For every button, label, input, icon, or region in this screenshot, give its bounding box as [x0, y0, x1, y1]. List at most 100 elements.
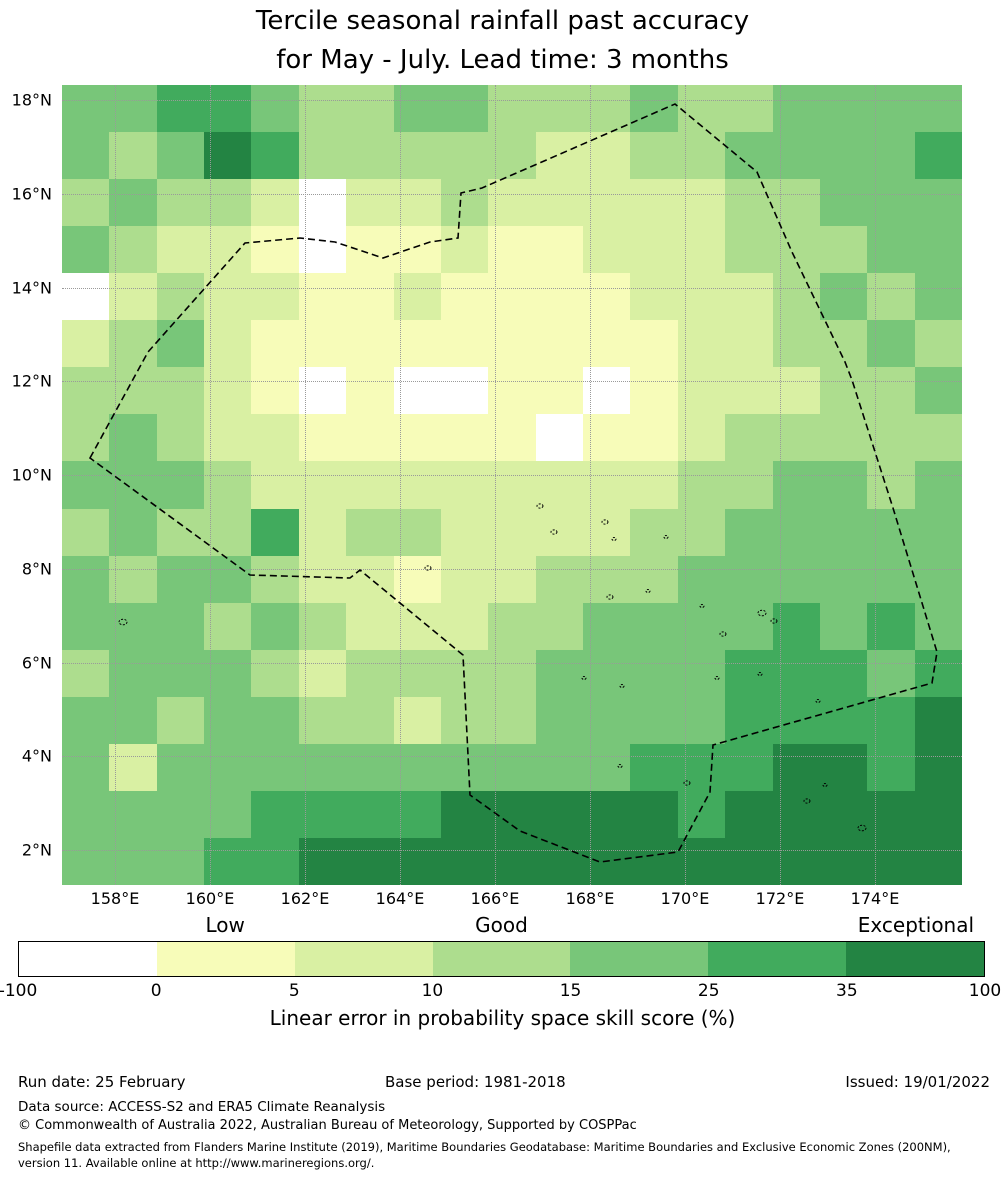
heatmap-cell — [440, 649, 489, 697]
heatmap-cell — [867, 414, 915, 462]
heatmap-cell — [583, 696, 631, 744]
heatmap-cell — [677, 226, 726, 274]
heatmap-cell — [819, 602, 868, 650]
heatmap-cell — [535, 461, 584, 509]
heatmap-cell — [819, 790, 868, 838]
heatmap-cell — [535, 226, 584, 274]
heatmap-cell — [772, 414, 820, 462]
heatmap-cell — [156, 555, 205, 603]
heatmap-cell — [393, 461, 441, 509]
heatmap-cell — [914, 85, 962, 133]
heatmap-cell — [298, 414, 347, 462]
heatmap-cell — [298, 226, 347, 274]
heatmap-cell — [914, 461, 962, 509]
heatmap-cell — [488, 367, 536, 415]
heatmap-cell — [772, 696, 820, 744]
heatmap-cell — [535, 414, 584, 462]
heatmap-cell — [535, 273, 584, 321]
chart-title-line1: Tercile seasonal rainfall past accuracy — [255, 6, 750, 36]
heatmap-cell — [725, 602, 773, 650]
heatmap-cell — [393, 320, 441, 368]
heatmap-cell — [109, 179, 157, 227]
colorbar-segment — [19, 942, 157, 976]
heatmap-cell — [535, 696, 584, 744]
heatmap-cell — [156, 602, 205, 650]
colorbar — [18, 941, 985, 977]
heatmap-cell — [914, 696, 962, 744]
heatmap-cell — [440, 696, 489, 744]
copyright-text: © Commonwealth of Australia 2022, Austra… — [18, 1118, 637, 1133]
heatmap-cell — [346, 696, 394, 744]
heatmap-cell — [867, 179, 915, 227]
heatmap-cell — [251, 367, 299, 415]
x-tick-label: 160°E — [185, 889, 235, 908]
heatmap-cell — [535, 320, 584, 368]
heatmap-cell — [298, 367, 347, 415]
heatmap-cell — [251, 414, 299, 462]
heatmap-cell — [725, 555, 773, 603]
colorbar-word-low: Low — [205, 913, 245, 937]
heatmap-cell — [535, 790, 584, 838]
heatmap-cell — [109, 696, 157, 744]
heatmap-cell — [677, 837, 726, 885]
heatmap-cell — [819, 179, 868, 227]
heatmap-cell — [109, 602, 157, 650]
heatmap-cell — [62, 85, 110, 133]
colorbar-tick-label: -100 — [0, 981, 38, 1001]
heatmap-cell — [251, 743, 299, 791]
heatmap-cell — [583, 85, 631, 133]
heatmap-cell — [819, 273, 868, 321]
heatmap-cell — [535, 85, 584, 133]
heatmap-cell — [630, 226, 678, 274]
x-axis: 158°E 160°E 162°E 164°E 166°E 168°E 170°E 172°E… — [62, 889, 962, 913]
y-axis: 18°N 16°N 14°N 12°N 10°N 8°N 6°N 4°N 2°N — [0, 85, 58, 885]
heatmap-cell — [204, 414, 252, 462]
heatmap-cell — [251, 320, 299, 368]
heatmap-cell — [251, 602, 299, 650]
heatmap-cell — [156, 320, 205, 368]
heatmap-cell — [677, 320, 726, 368]
heatmap-cell — [630, 461, 678, 509]
heatmap-cell — [62, 226, 110, 274]
heatmap-cell — [62, 555, 110, 603]
heatmap-cell — [914, 508, 962, 556]
colorbar-word-good: Good — [475, 913, 528, 937]
heatmap-cell — [772, 273, 820, 321]
heatmap-cell — [156, 414, 205, 462]
heatmap-cell — [867, 555, 915, 603]
heatmap-cell — [346, 743, 394, 791]
heatmap-cell — [867, 226, 915, 274]
heatmap-cell — [677, 555, 726, 603]
heatmap-cell — [583, 461, 631, 509]
heatmap-cell — [440, 790, 489, 838]
heatmap-cell — [156, 226, 205, 274]
heatmap-cell — [109, 649, 157, 697]
heatmap-cell — [156, 696, 205, 744]
heatmap-cell — [298, 461, 347, 509]
heatmap-cell — [583, 273, 631, 321]
heatmap-cell — [204, 790, 252, 838]
heatmap-cell — [298, 132, 347, 180]
colorbar-tick-label: 25 — [697, 981, 720, 1001]
heatmap-cell — [488, 649, 536, 697]
heatmap-cell — [109, 837, 157, 885]
heatmap-cell — [393, 555, 441, 603]
heatmap-cell — [819, 461, 868, 509]
heatmap-cell — [488, 790, 536, 838]
x-tick-label: 158°E — [90, 889, 140, 908]
heatmap-cell — [156, 367, 205, 415]
heatmap-cell — [62, 743, 110, 791]
heatmap-cell — [677, 132, 726, 180]
heatmap-cell — [346, 555, 394, 603]
heatmap-cell — [393, 414, 441, 462]
heatmap-cell — [393, 367, 441, 415]
heatmap-cell — [298, 696, 347, 744]
colorbar-axis-label: Linear error in probability space skill … — [269, 1006, 736, 1030]
heatmap-cell — [488, 226, 536, 274]
heatmap-cell — [251, 790, 299, 838]
heatmap-cell — [867, 790, 915, 838]
heatmap-cell — [62, 367, 110, 415]
heatmap-cell — [535, 649, 584, 697]
heatmap-cell — [488, 320, 536, 368]
